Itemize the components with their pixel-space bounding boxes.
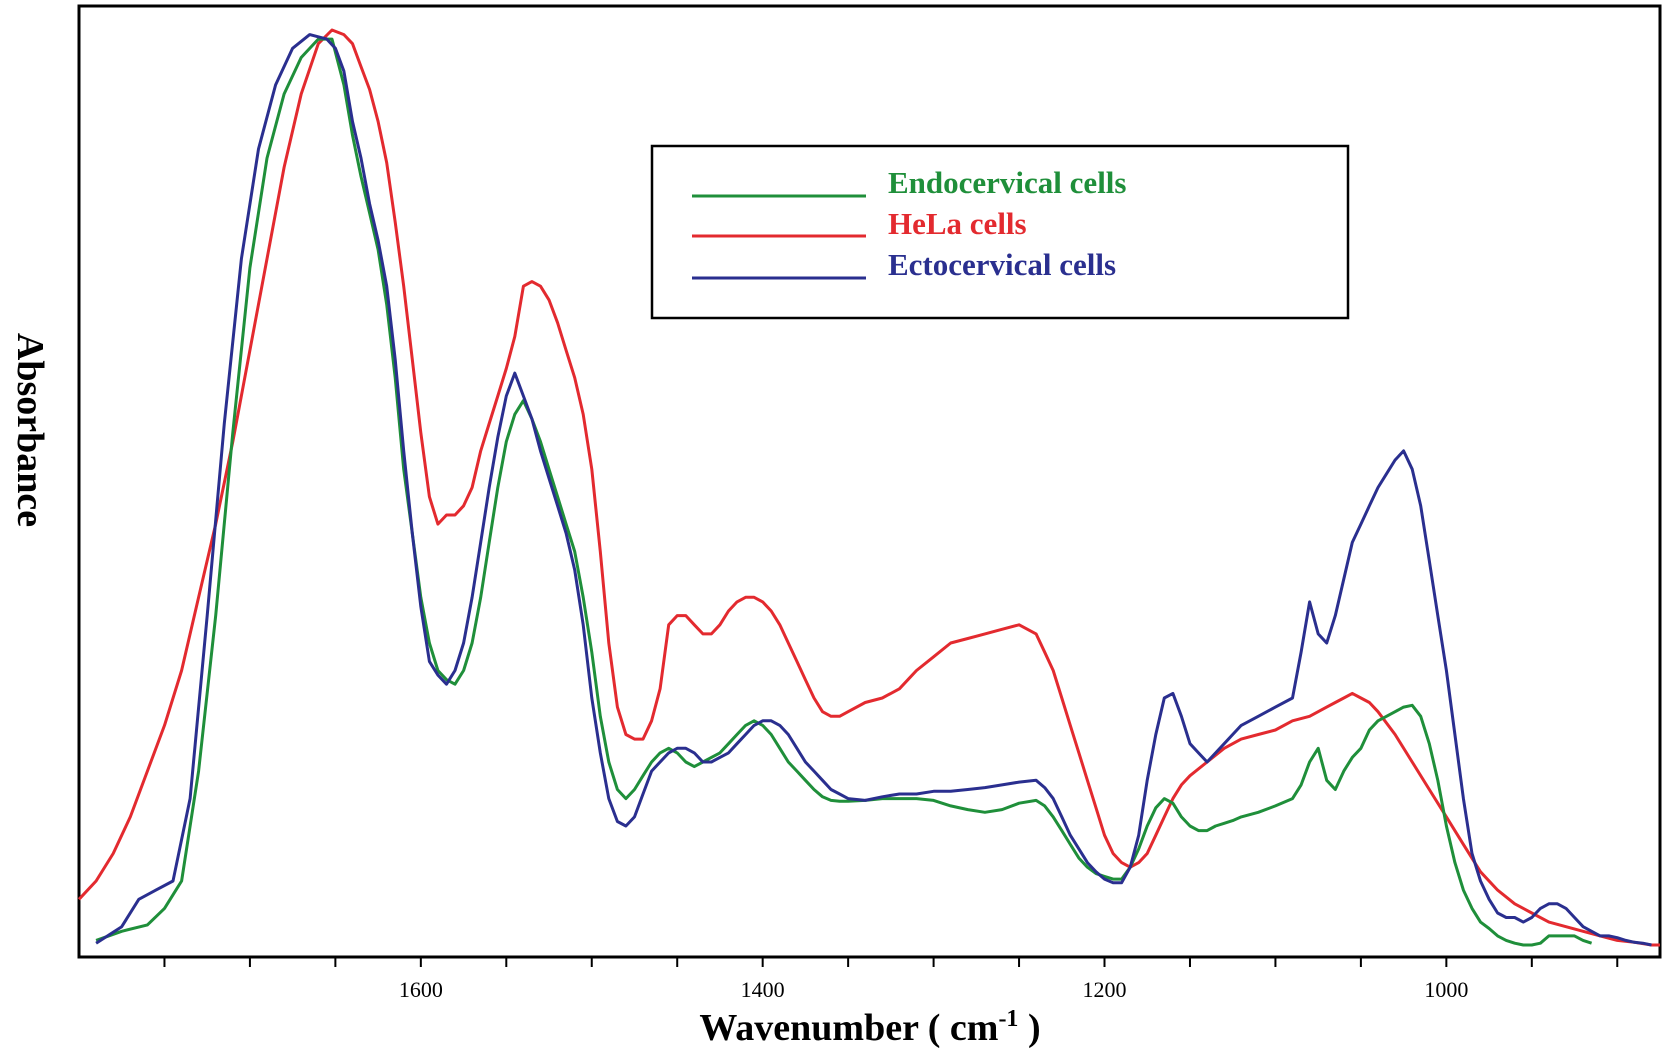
x-axis-title-main: Wavenumber ( cm bbox=[699, 1007, 998, 1049]
x-axis-tick-labels: 1600 1400 1200 1000 bbox=[399, 977, 1469, 1002]
x-tick-label-1200: 1200 bbox=[1083, 977, 1127, 1002]
legend-label-endocervical: Endocervical cells bbox=[888, 165, 1126, 200]
legend-label-hela: HeLa cells bbox=[888, 206, 1027, 241]
y-axis-title: Absorbance bbox=[9, 333, 51, 527]
series-line-hela-cells bbox=[77, 28, 1660, 947]
legend-box bbox=[650, 144, 1350, 320]
series-line-ectocervical-cells bbox=[95, 33, 1652, 947]
x-axis-title-superscript: -1 bbox=[998, 1006, 1018, 1032]
legend-label-ectocervical: Ectocervical cells bbox=[888, 247, 1116, 282]
x-tick-label-1600: 1600 bbox=[399, 977, 443, 1002]
x-tick-label-1000: 1000 bbox=[1424, 977, 1468, 1002]
series-line-endocervical-cells bbox=[95, 37, 1593, 947]
legend: Endocervical cells HeLa cells Ectocervic… bbox=[650, 144, 1350, 320]
x-axis-ticks bbox=[163, 957, 1619, 967]
x-axis-title: Wavenumber ( cm-1 ) bbox=[699, 1006, 1040, 1049]
x-tick-label-1400: 1400 bbox=[741, 977, 785, 1002]
series-lines bbox=[77, 28, 1660, 947]
x-axis-title-suffix: ) bbox=[1018, 1007, 1040, 1049]
